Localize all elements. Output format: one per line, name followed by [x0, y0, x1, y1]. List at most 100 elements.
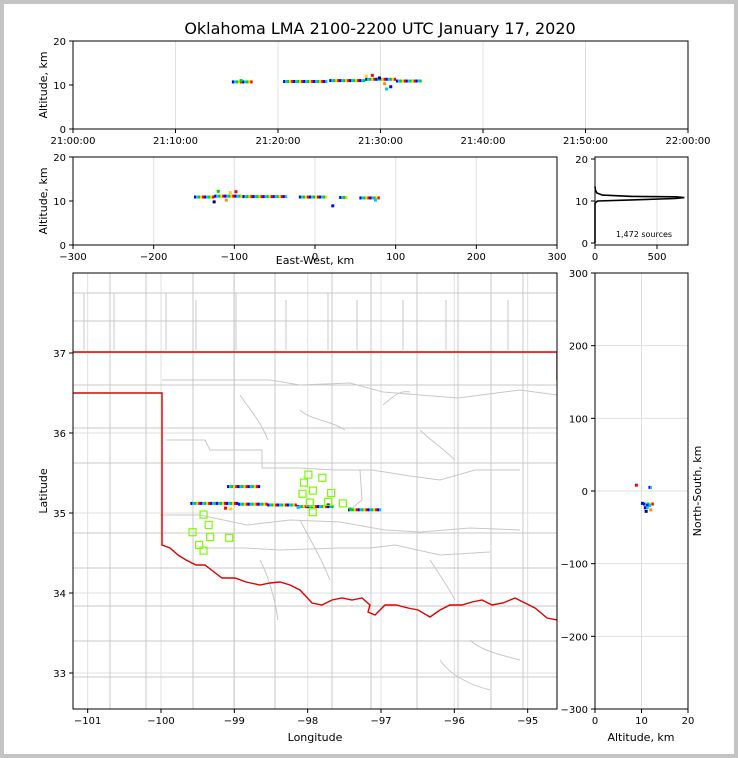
ew-source-band	[254, 195, 257, 199]
lma-station-marker	[318, 473, 327, 482]
altitude-northsouth-axes: 0 10 20 −300 −200 −100 0 100 200 300	[561, 269, 695, 727]
time-source-band	[389, 77, 392, 81]
map-source-band	[325, 505, 328, 509]
time-source-band	[401, 79, 404, 83]
map-source-band	[361, 508, 364, 512]
altitude-eastwest-axes: −300 −200 −100 0 100 200 300 0 10 20	[53, 153, 566, 263]
time-source-band	[335, 79, 338, 83]
source-count-annotation: 1,472 sources	[616, 230, 672, 239]
time-source-band	[315, 79, 318, 83]
time-source-band	[337, 79, 340, 83]
map-ytick-label: 33	[53, 669, 66, 680]
map-source-point	[224, 506, 228, 510]
map-source-band	[261, 502, 264, 506]
time-source-band	[393, 77, 397, 81]
ew-xtick-label: 100	[386, 252, 405, 263]
map-source-band	[300, 505, 303, 509]
ew-source-band	[232, 194, 235, 198]
time-source-band	[329, 79, 332, 83]
map-source-band	[196, 501, 199, 505]
ew-source-band	[244, 195, 247, 199]
map-source-band	[216, 501, 219, 505]
ew-source-band	[230, 194, 233, 198]
map-source-band	[275, 503, 278, 507]
time-ytick-label: 10	[53, 81, 66, 92]
ew-source-band	[238, 194, 241, 198]
map-source-band	[236, 501, 239, 505]
altitude-histogram-panel: 0 500 0 10 20 1,472 sources	[575, 155, 689, 263]
time-source-band	[367, 77, 370, 81]
time-source-band	[361, 79, 364, 83]
altitude-northsouth-frame	[594, 272, 689, 710]
ew-source-band	[220, 194, 223, 198]
ew-source-band	[208, 195, 211, 199]
ew-ytick-label: 10	[53, 197, 66, 208]
time-ytick-label: 0	[60, 125, 66, 136]
time-source-band	[399, 79, 402, 83]
ew-source-band	[252, 195, 255, 199]
map-source-band	[319, 505, 322, 509]
ns-source-point	[649, 508, 653, 512]
map-source-band	[367, 508, 370, 512]
map-source-band	[231, 485, 234, 489]
ew-source-band	[250, 195, 253, 199]
ew-source-band	[361, 196, 364, 200]
lma-station-marker	[195, 540, 204, 550]
map-source-band	[371, 508, 374, 512]
altitude-time-data	[231, 73, 422, 91]
map-source-band	[321, 505, 324, 509]
map-source-band	[192, 501, 195, 505]
time-source-band	[321, 79, 324, 83]
time-source-band	[415, 79, 418, 83]
time-source-band	[413, 79, 416, 83]
map-source-band	[327, 505, 330, 509]
ew-source-band	[367, 196, 370, 200]
ew-source-band	[198, 195, 201, 199]
ew-source-band	[258, 195, 261, 199]
ew-ytick-label: 20	[53, 153, 66, 164]
ew-source-band	[212, 195, 215, 199]
ns-source-band	[650, 485, 652, 489]
map-source-band	[208, 501, 211, 505]
time-source-band	[395, 79, 399, 83]
time-source-band	[323, 79, 326, 83]
map-source-band	[315, 505, 318, 509]
map-source-band	[212, 501, 215, 505]
map-source-band	[245, 485, 248, 489]
time-source-band	[319, 79, 322, 83]
map-source-band	[255, 485, 259, 489]
time-source-band	[333, 79, 336, 83]
time-source-band	[365, 77, 368, 81]
altitude-eastwest-panel: −300 −200 −100 0 100 200 300 0 10 20 Altitude, km…	[37, 153, 567, 267]
ns-ytick-label: 100	[569, 414, 588, 425]
map-source-band	[251, 502, 254, 506]
map-source-band	[194, 501, 197, 505]
ew-xtick-label: 0	[312, 252, 318, 263]
ew-source-band	[268, 195, 271, 199]
ns-source-band	[648, 504, 651, 508]
time-source-band	[417, 79, 420, 83]
ns-xtick-label: 0	[592, 716, 598, 727]
map-frame	[72, 272, 558, 710]
ew-source-point	[374, 198, 377, 202]
lma-station-marker	[206, 532, 215, 542]
map-source-band	[281, 503, 284, 507]
time-source-point	[370, 73, 374, 77]
ew-source-band	[218, 194, 221, 198]
ew-source-band	[371, 196, 374, 200]
time-source-point	[377, 76, 381, 80]
altitude-time-panel: 21:00:00 21:10:00 21:20:00 21:30:00 21:40:00…	[37, 37, 710, 147]
map-source-band	[222, 501, 225, 505]
ew-source-band	[319, 195, 322, 199]
map-source-band	[284, 503, 288, 507]
ew-source-band	[278, 195, 281, 199]
map-source-band	[206, 501, 209, 505]
map-source-band	[253, 485, 257, 489]
ew-source-band	[264, 195, 267, 199]
time-source-band	[409, 79, 412, 83]
time-source-band	[419, 79, 422, 83]
lma-station-marker	[304, 470, 313, 479]
time-source-point	[239, 79, 243, 83]
ew-source-band	[248, 195, 251, 199]
